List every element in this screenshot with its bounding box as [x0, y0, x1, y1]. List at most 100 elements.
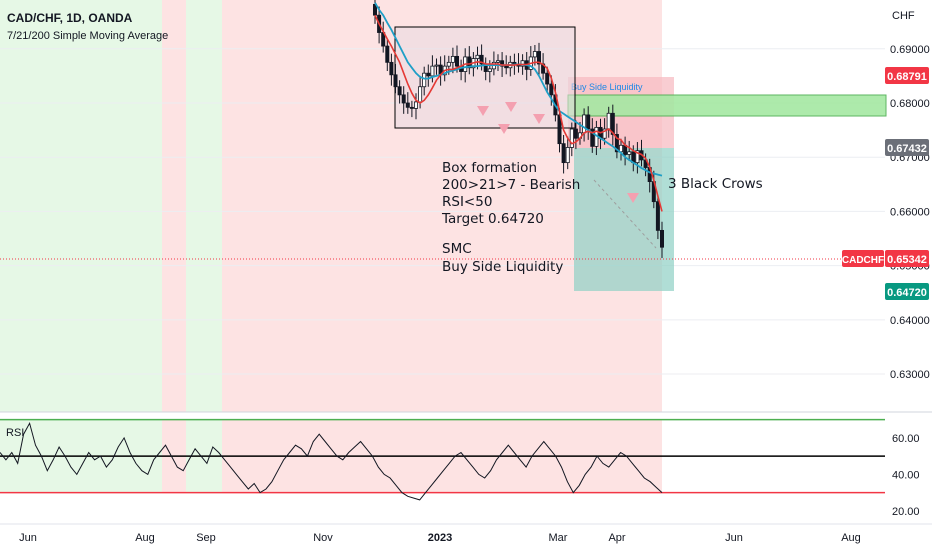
time-tick-label: 2023 — [428, 532, 452, 544]
rsi-tick-label: 20.00 — [892, 506, 920, 518]
annotation-line: Buy Side Liquidity — [442, 259, 563, 275]
annotation-line: Box formation — [442, 160, 537, 176]
annotation-line: RSI<50 — [442, 194, 492, 210]
candle-up — [430, 65, 435, 77]
time-axis[interactable]: Jun Aug Sep Nov 2023 Mar Apr Jun Aug — [19, 532, 861, 544]
indicator-title: 7/21/200 Simple Moving Average — [7, 30, 168, 42]
buy-side-liquidity-badge — [885, 67, 929, 84]
rsi-panel[interactable]: RSI 60.00 40.00 20.00 — [0, 418, 920, 518]
liquidity-zone — [567, 94, 887, 117]
down-marker — [477, 106, 489, 116]
price-tick-label: 0.63000 — [890, 369, 930, 381]
price-labels: 0.68791 0.67432 CADCHF 0.65342 0.64720 — [842, 67, 929, 300]
candle-down — [467, 56, 472, 69]
candle-up — [450, 55, 455, 63]
time-tick-label: Mar — [549, 532, 568, 544]
candle-down — [454, 55, 459, 67]
time-tick-label: Sep — [196, 532, 216, 544]
candle-down — [426, 72, 431, 77]
down-marker — [627, 193, 639, 203]
time-tick-label: Aug — [135, 532, 155, 544]
candle-up — [495, 60, 500, 63]
current-symbol-badge — [842, 250, 884, 267]
candle-up — [532, 51, 537, 58]
candle-down — [557, 114, 562, 145]
candle-up — [422, 72, 427, 88]
candle-down — [409, 106, 414, 109]
candle-down — [614, 134, 619, 153]
stop-level-price: 0.67432 — [887, 143, 927, 155]
target-price: 0.64720 — [887, 287, 927, 299]
candle-down — [504, 65, 509, 69]
candle-down — [573, 128, 578, 139]
three-black-crows-label: 3 Black Crows — [668, 176, 763, 192]
candle-down — [590, 128, 595, 147]
bull-zone — [186, 0, 222, 412]
candle-down — [401, 94, 406, 104]
time-tick-label: Nov — [313, 532, 333, 544]
target-price-badge — [885, 283, 929, 300]
rsi-axis[interactable]: 60.00 40.00 20.00 — [892, 433, 920, 518]
candle-up — [475, 54, 480, 59]
candle-up — [582, 114, 587, 134]
time-tick-label: Jun — [725, 532, 743, 544]
time-tick-label: Aug — [841, 532, 861, 544]
price-axis[interactable]: CHF 0.690000.680000.670000.660000.650000… — [890, 10, 930, 381]
currency-label: CHF — [892, 10, 915, 22]
symbol-title: CAD/CHF, 1D, OANDA — [7, 11, 133, 25]
rsi-label: RSI — [6, 427, 24, 439]
candle-down — [479, 54, 484, 65]
bull-zone — [0, 0, 162, 412]
candle-down — [393, 74, 398, 88]
candle-down — [405, 102, 410, 108]
box-annotation: Box formation 200>21>7 - Bearish RSI<50 … — [441, 160, 763, 275]
candle-up — [635, 150, 640, 164]
current-symbol-label: CADCHF — [842, 255, 884, 266]
candle-up — [434, 64, 439, 67]
price-tick-label: 0.66000 — [890, 206, 930, 218]
candle-down — [561, 143, 566, 164]
candle-down — [500, 60, 505, 67]
candle-up — [520, 60, 525, 67]
annotation-line: Target 0.64720 — [441, 211, 544, 227]
candle-down — [660, 229, 665, 248]
candle-down — [586, 114, 591, 130]
buy-side-liquidity-price: 0.68791 — [887, 71, 927, 83]
candle-down — [397, 86, 402, 96]
price-tick-label: 0.68000 — [890, 98, 930, 110]
down-marker — [498, 124, 510, 134]
candle-down — [389, 61, 394, 76]
annotation-line: SMC — [442, 241, 472, 257]
rsi-tick-label: 40.00 — [892, 469, 920, 481]
sma7-line — [374, 14, 663, 212]
candle-up — [627, 151, 632, 155]
candle-down — [537, 51, 542, 65]
candle-up — [413, 101, 418, 109]
candle-up — [619, 144, 624, 153]
fractal-markers — [477, 102, 639, 203]
annotation-line: 200>21>7 - Bearish — [442, 177, 580, 193]
candle-down — [385, 45, 390, 63]
candle-down — [610, 112, 615, 135]
stop-level-badge — [885, 139, 929, 156]
price-tick-label: 0.64000 — [890, 315, 930, 327]
candle-up — [487, 68, 492, 72]
candle-up — [418, 86, 423, 103]
candle-up — [446, 61, 451, 67]
candle-down — [545, 72, 550, 85]
time-tick-label: Jun — [19, 532, 37, 544]
candle-up — [606, 112, 611, 130]
current-price-badge — [885, 250, 929, 267]
candle-up — [565, 147, 570, 164]
candle-up — [602, 128, 607, 139]
price-tick-label: 0.69000 — [890, 44, 930, 56]
liquidity-zone-label: Buy Side Liquidity — [571, 82, 643, 92]
candle-down — [549, 83, 554, 96]
rsi-tick-label: 60.00 — [892, 433, 920, 445]
time-tick-label: Apr — [608, 532, 625, 544]
candle-up — [569, 128, 574, 148]
down-marker — [533, 114, 545, 124]
rsi-line — [0, 421, 663, 501]
